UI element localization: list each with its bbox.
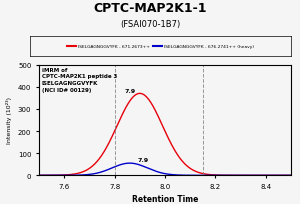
Text: CPTC-MAP2K1-1: CPTC-MAP2K1-1 [93, 2, 207, 15]
Legend: ISELGAGNGGVYFK - 671.2673++, ISELGAGNGGVYFK - 676.2741++ (heavy): ISELGAGNGGVYFK - 671.2673++, ISELGAGNGGV… [66, 44, 255, 50]
Text: 7.9: 7.9 [137, 157, 148, 163]
X-axis label: Retention Time: Retention Time [132, 195, 198, 204]
Text: (FSAI070-1B7): (FSAI070-1B7) [120, 20, 180, 29]
Text: iMRM of
CPTC-MAP2K1 peptide 3
ISELGAGNGGVYFK
(NCI ID# 00129): iMRM of CPTC-MAP2K1 peptide 3 ISELGAGNGG… [41, 68, 117, 92]
Text: 7.9: 7.9 [125, 88, 136, 93]
Y-axis label: Intensity (10²³): Intensity (10²³) [6, 97, 12, 144]
